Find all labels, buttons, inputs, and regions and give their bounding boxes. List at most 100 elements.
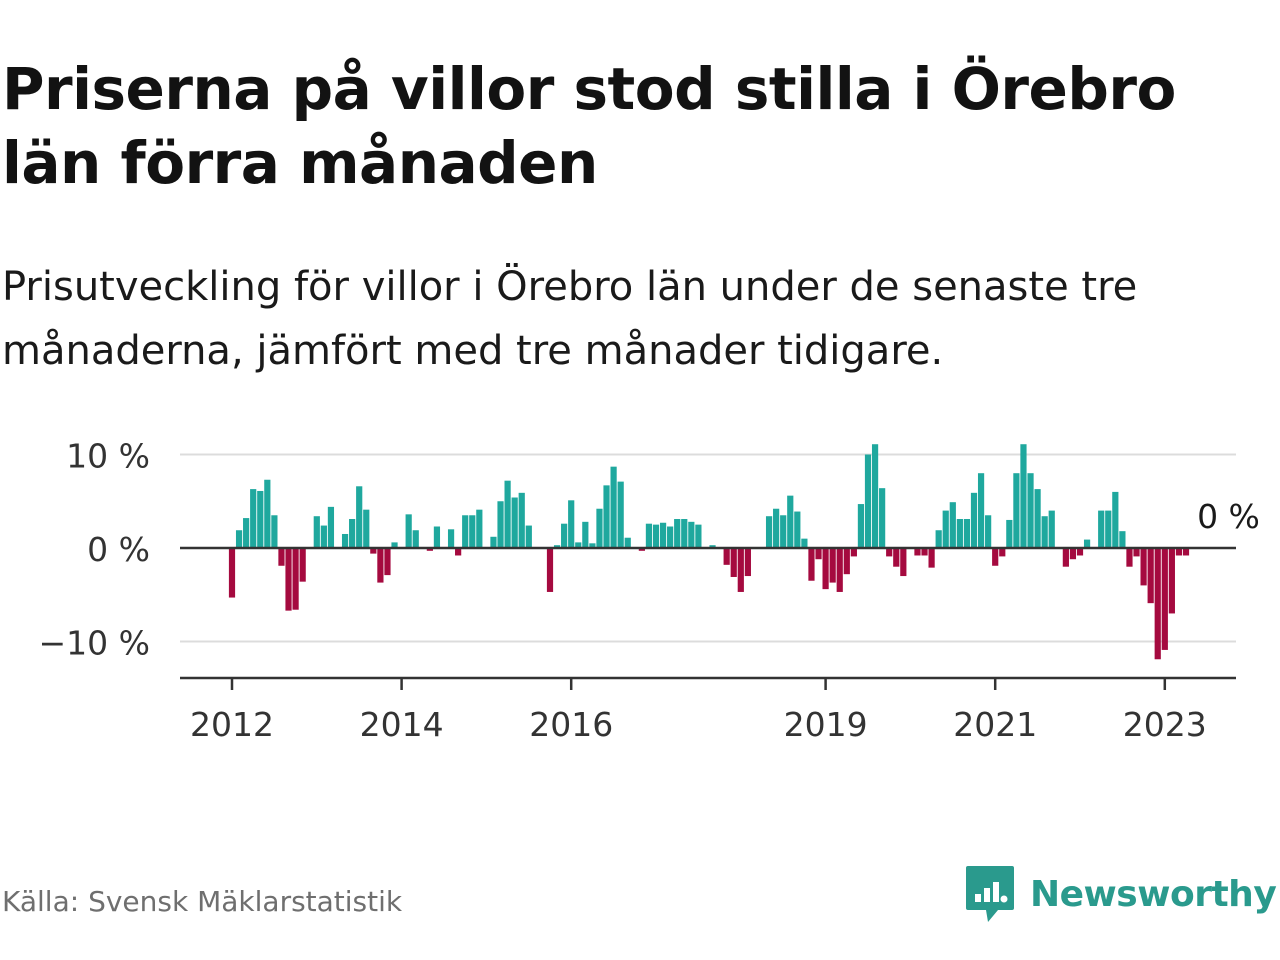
bar (737, 548, 744, 592)
bar (235, 530, 243, 548)
bar (1161, 548, 1168, 650)
bar (1154, 548, 1161, 660)
bar (1006, 519, 1013, 548)
bar (681, 519, 688, 548)
bar (1098, 510, 1105, 548)
bar (1112, 491, 1119, 548)
bar (349, 519, 356, 548)
bar (377, 548, 384, 583)
bar (914, 548, 921, 556)
labels: 10 % 0 % −10 % 2012 2014 2016 2019 2021 2023 0 % (39, 437, 1260, 745)
bar (730, 548, 737, 577)
bar (935, 530, 942, 548)
bar (1062, 548, 1069, 567)
bar (455, 548, 462, 556)
bar (843, 548, 850, 575)
chart-title: Priserna på villor stod stilla i Örebro … (2, 55, 1176, 197)
bar (1133, 548, 1140, 557)
bar-chart: 10 % 0 % −10 % 2012 2014 2016 2019 2021 2023 0 % (39, 437, 1260, 745)
brand-name: Newsworthy (1030, 873, 1277, 915)
bar (1041, 516, 1048, 548)
bar (765, 516, 773, 548)
bar (1182, 548, 1190, 556)
x-tick-label: 2016 (529, 705, 613, 744)
bar (879, 488, 886, 548)
bar (787, 495, 794, 548)
bar (999, 548, 1006, 557)
bar (610, 466, 617, 548)
bar (963, 519, 971, 548)
bar (1048, 510, 1055, 548)
brand-logo: Newsworthy (964, 862, 1277, 926)
bar (1168, 548, 1175, 614)
bar (857, 504, 865, 549)
bar (1119, 531, 1126, 548)
bar (546, 548, 554, 592)
bar (469, 515, 476, 548)
bar (1105, 510, 1112, 548)
bar (794, 511, 801, 548)
bar (264, 479, 271, 548)
bar (412, 530, 419, 548)
bars (228, 444, 1190, 660)
bar (674, 519, 681, 548)
bar (921, 548, 928, 556)
axes (180, 546, 1236, 690)
newsworthy-logo-icon (966, 866, 1014, 922)
bar (603, 485, 610, 548)
x-tick-label: 2023 (1123, 705, 1207, 744)
bar (271, 515, 278, 548)
bar (695, 524, 702, 549)
x-tick-label: 2019 (784, 705, 868, 744)
bar (744, 548, 751, 577)
bar (476, 509, 483, 548)
bar (257, 490, 264, 548)
bar (497, 501, 504, 548)
bar (568, 500, 575, 548)
bar (596, 508, 603, 548)
bar (949, 502, 956, 549)
bar (292, 548, 299, 610)
bar (553, 545, 561, 548)
bar (956, 519, 963, 548)
chart-subtitle: Prisutveckling för villor i Örebro län u… (2, 264, 1138, 374)
bar (525, 525, 532, 548)
latest-value-label: 0 % (1197, 497, 1260, 536)
bar (900, 548, 907, 577)
bar (341, 533, 349, 548)
bar (645, 523, 653, 548)
bar (723, 548, 730, 565)
bar (659, 522, 667, 548)
bar (1083, 539, 1091, 548)
bar (992, 548, 999, 566)
bar (433, 526, 441, 548)
bar (250, 489, 257, 548)
bar (1076, 548, 1084, 556)
bar (815, 548, 822, 560)
bar (808, 548, 815, 581)
bar (1034, 489, 1041, 548)
bar (928, 548, 935, 568)
bar (667, 526, 674, 548)
bar (278, 548, 285, 566)
bar (1013, 473, 1020, 548)
bar (327, 506, 335, 548)
bar (886, 548, 893, 557)
bar (299, 548, 306, 582)
bar (426, 548, 433, 551)
bar (801, 538, 808, 548)
bar (850, 548, 857, 557)
bar (638, 548, 645, 551)
bar (370, 548, 377, 554)
bar (356, 486, 363, 548)
bar (871, 444, 879, 548)
bar (490, 536, 497, 548)
bar (780, 515, 787, 548)
y-tick-label: 0 % (87, 530, 150, 569)
bar (462, 515, 469, 548)
bar (709, 545, 716, 548)
bar (652, 524, 660, 549)
bar (561, 523, 568, 548)
bar (893, 548, 900, 567)
bar (447, 529, 455, 548)
